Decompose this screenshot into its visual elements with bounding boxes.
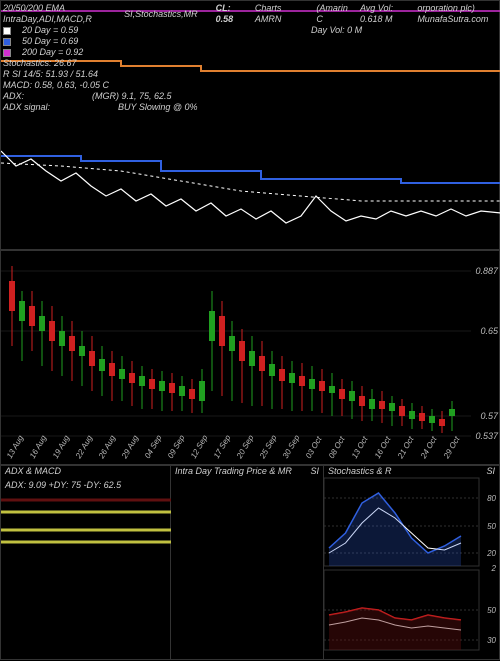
svg-text:16 Aug: 16 Aug — [28, 433, 49, 460]
top-indicator-panel: 20/50/200 EMA IntraDay,ADI,MACD,R SI,Sto… — [0, 0, 500, 250]
svg-text:0.57: 0.57 — [480, 411, 499, 421]
corp-label: orporation plc) MunafaSutra.com — [417, 3, 497, 25]
intra-panel: Intra Day Trading Price & MR SI — [171, 466, 324, 659]
amerin-label: (Amarin C — [316, 3, 348, 25]
svg-text:80: 80 — [487, 494, 496, 503]
svg-text:0.537: 0.537 — [475, 431, 499, 441]
day-vol: Day Vol: 0 M — [311, 25, 362, 36]
sma50: 50 Day = 0.69 — [22, 36, 78, 47]
cl-label: CL: 0.58 — [216, 3, 237, 25]
charts-label: Charts AMRN — [255, 3, 289, 25]
svg-text:25 Sep: 25 Sep — [257, 433, 278, 461]
mgr-label: (MGR) 9.1, 75, 62.5 — [92, 91, 172, 102]
swatch-200 — [3, 49, 11, 57]
svg-text:13 Oct: 13 Oct — [350, 434, 370, 460]
intra-title: Intra Day Trading Price & MR — [175, 466, 292, 476]
svg-text:04 Sep: 04 Sep — [143, 433, 164, 460]
svg-text:29 Aug: 29 Aug — [119, 433, 140, 461]
svg-text:16 Oct: 16 Oct — [373, 434, 393, 460]
bottom-panels: ADX & MACD ADX: 9.09 +DY: 75 -DY: 62.5 I… — [0, 465, 500, 660]
stoch-svg: 80 50 20 2 50 30 — [324, 466, 499, 661]
svg-text:08 Oct: 08 Oct — [327, 434, 347, 460]
svg-text:09 Sep: 09 Sep — [166, 433, 187, 460]
adx-line-text: ADX: 9.09 +DY: 75 -DY: 62.5 — [5, 480, 121, 490]
svg-text:19 Aug: 19 Aug — [51, 433, 72, 460]
svg-text:30: 30 — [487, 636, 496, 645]
svg-text:50: 50 — [487, 606, 496, 615]
svg-text:17 Sep: 17 Sep — [212, 433, 233, 460]
swatch-20 — [3, 27, 11, 35]
candle-chart-svg: 0.887 0.65 0.57 0.537 13 Aug16 Aug19 Aug22 A… — [1, 251, 500, 466]
adx-title: ADX & MACD — [5, 466, 61, 476]
svg-text:30 Sep: 30 Sep — [281, 433, 302, 460]
adx-panel: ADX & MACD ADX: 9.09 +DY: 75 -DY: 62.5 — [1, 466, 171, 659]
stoch-title: Stochastics & R — [328, 466, 392, 476]
svg-text:03 Oct: 03 Oct — [304, 434, 324, 460]
svg-text:0.887: 0.887 — [475, 266, 499, 276]
avg-vol: Avg Vol: 0.618 M — [360, 3, 401, 25]
adx-label: ADX: — [3, 91, 24, 102]
stoch-label: Stochastics: 26.67 — [3, 58, 77, 69]
candle-panel: 0.887 0.65 0.57 0.537 13 Aug16 Aug19 Aug22 A… — [0, 250, 500, 465]
info-overlay: 20/50/200 EMA IntraDay,ADI,MACD,R SI,Sto… — [1, 1, 499, 115]
svg-text:20: 20 — [486, 549, 496, 558]
svg-text:0.65: 0.65 — [480, 326, 499, 336]
svg-text:24 Oct: 24 Oct — [418, 434, 438, 460]
adx-sig-label: ADX signal: — [3, 102, 50, 113]
si-title: SI — [310, 466, 319, 476]
svg-text:13 Aug: 13 Aug — [5, 433, 26, 460]
svg-text:26 Aug: 26 Aug — [96, 433, 117, 461]
svg-text:50: 50 — [487, 522, 496, 531]
svg-text:22 Aug: 22 Aug — [73, 433, 94, 461]
si-title2: SI — [486, 466, 495, 476]
adx-svg — [1, 466, 171, 661]
sma200: 200 Day = 0.92 — [22, 47, 83, 58]
buy-label: BUY Slowing @ 0% — [118, 102, 198, 113]
macd-label: MACD: 0.58, 0.63, -0.05 C — [3, 80, 109, 91]
svg-text:2: 2 — [491, 564, 497, 573]
sl-stoch: SI,Stochastics,MR — [124, 9, 198, 20]
title-left: 20/50/200 EMA IntraDay,ADI,MACD,R — [3, 3, 96, 25]
sma20: 20 Day = 0.59 — [22, 25, 78, 36]
svg-text:20 Sep: 20 Sep — [234, 433, 255, 461]
rsi-label: R SI 14/5: 51.93 / 51.64 — [3, 69, 98, 80]
svg-text:12 Sep: 12 Sep — [189, 433, 210, 460]
svg-text:29 Oct: 29 Oct — [441, 434, 461, 460]
svg-text:21 Oct: 21 Oct — [395, 434, 415, 460]
swatch-50 — [3, 38, 11, 46]
stoch-panel: Stochastics & R SI 80 50 20 2 50 30 — [324, 466, 499, 659]
